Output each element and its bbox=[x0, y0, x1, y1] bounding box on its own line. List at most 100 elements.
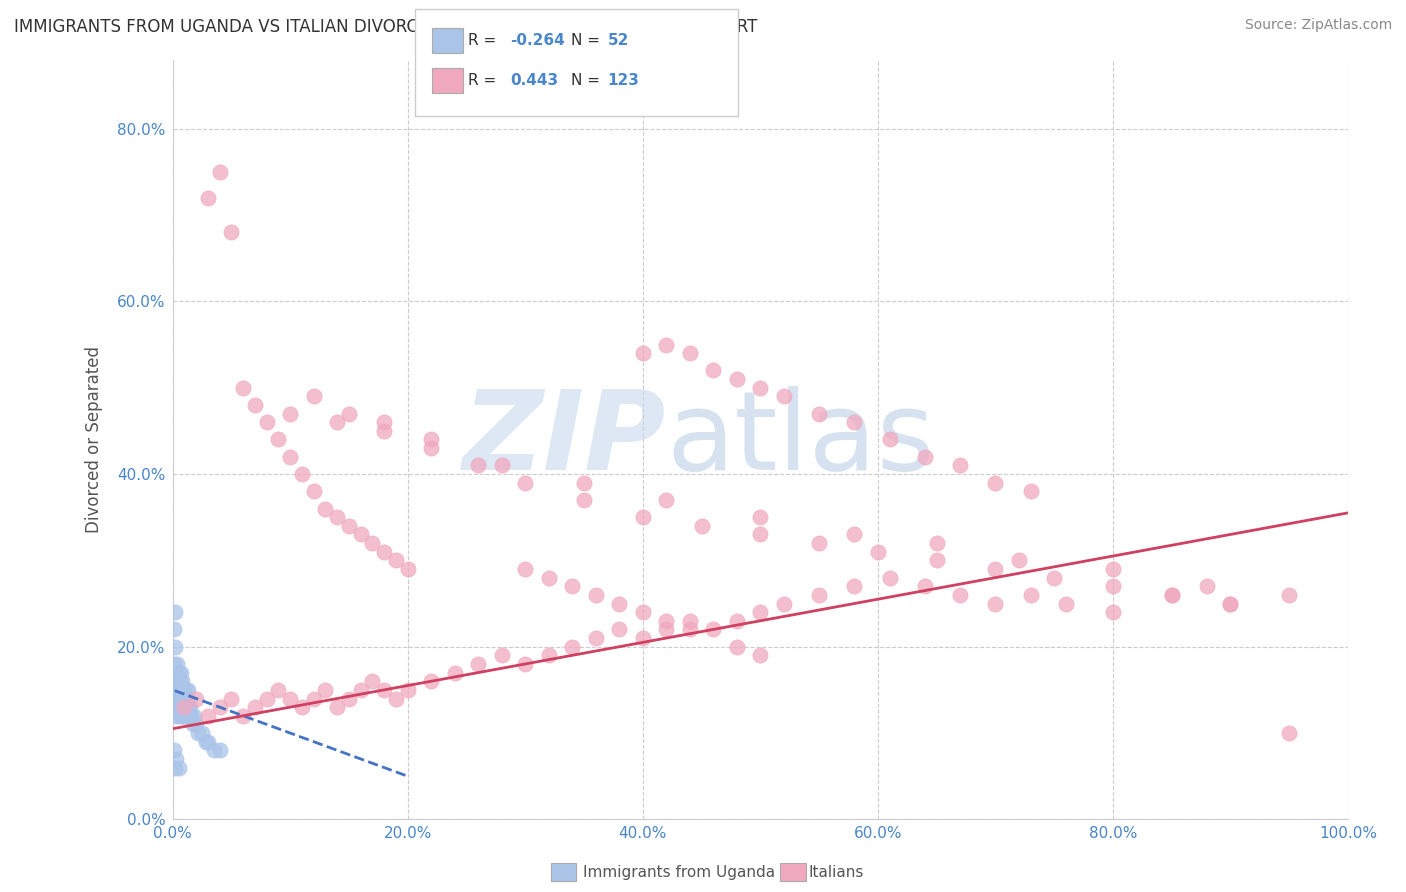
Point bbox=[808, 536, 831, 550]
Point bbox=[844, 415, 866, 429]
Point bbox=[163, 700, 186, 714]
Point bbox=[232, 708, 254, 723]
Point bbox=[749, 381, 772, 395]
Point bbox=[631, 605, 654, 619]
Point bbox=[350, 682, 373, 697]
Point bbox=[173, 708, 195, 723]
Point bbox=[163, 640, 186, 654]
Point bbox=[1160, 588, 1182, 602]
Point bbox=[232, 381, 254, 395]
Point bbox=[925, 553, 948, 567]
Point bbox=[537, 648, 560, 663]
Point bbox=[561, 579, 583, 593]
Point bbox=[491, 458, 513, 473]
Point bbox=[170, 708, 193, 723]
Point bbox=[163, 605, 186, 619]
Point bbox=[243, 700, 266, 714]
Point bbox=[180, 708, 202, 723]
Point bbox=[186, 717, 208, 731]
Point bbox=[749, 527, 772, 541]
Point bbox=[170, 700, 193, 714]
Text: Italians: Italians bbox=[808, 865, 863, 880]
Point bbox=[443, 665, 465, 680]
Point bbox=[679, 614, 702, 628]
Point bbox=[1278, 726, 1301, 740]
Point bbox=[537, 571, 560, 585]
Point bbox=[984, 597, 1007, 611]
Point bbox=[167, 665, 190, 680]
Point bbox=[314, 682, 336, 697]
Point bbox=[655, 614, 678, 628]
Point bbox=[844, 579, 866, 593]
Point bbox=[866, 545, 889, 559]
Point bbox=[163, 761, 186, 775]
Point bbox=[984, 475, 1007, 490]
Point bbox=[1195, 579, 1218, 593]
Point bbox=[172, 682, 194, 697]
Point bbox=[1102, 605, 1125, 619]
Point bbox=[186, 691, 208, 706]
Text: R =: R = bbox=[468, 33, 502, 47]
Point bbox=[169, 708, 191, 723]
Point bbox=[808, 588, 831, 602]
Point bbox=[373, 424, 395, 438]
Point bbox=[183, 708, 205, 723]
Point bbox=[1102, 579, 1125, 593]
Point bbox=[291, 700, 314, 714]
Point bbox=[256, 691, 278, 706]
Text: R =: R = bbox=[468, 73, 502, 87]
Point bbox=[208, 743, 231, 757]
Point bbox=[585, 631, 607, 645]
Point bbox=[167, 761, 190, 775]
Point bbox=[194, 734, 217, 748]
Point bbox=[361, 536, 384, 550]
Point bbox=[420, 433, 443, 447]
Point bbox=[197, 191, 219, 205]
Point bbox=[197, 734, 219, 748]
Point bbox=[949, 458, 972, 473]
Point bbox=[326, 415, 349, 429]
Point bbox=[1278, 588, 1301, 602]
Point bbox=[167, 682, 190, 697]
Point bbox=[170, 691, 193, 706]
Text: 123: 123 bbox=[607, 73, 640, 87]
Point bbox=[163, 743, 186, 757]
Point bbox=[177, 708, 200, 723]
Point bbox=[914, 450, 936, 464]
Point bbox=[267, 682, 290, 697]
Point bbox=[163, 623, 186, 637]
Point bbox=[167, 700, 190, 714]
Point bbox=[725, 614, 748, 628]
Point bbox=[420, 674, 443, 689]
Point bbox=[170, 682, 193, 697]
Point bbox=[162, 691, 184, 706]
Point bbox=[467, 458, 489, 473]
Point bbox=[1019, 484, 1042, 499]
Point bbox=[361, 674, 384, 689]
Point bbox=[749, 648, 772, 663]
Point bbox=[337, 518, 360, 533]
Point bbox=[396, 562, 419, 576]
Point bbox=[749, 605, 772, 619]
Point bbox=[879, 433, 901, 447]
Point bbox=[515, 475, 537, 490]
Point bbox=[515, 657, 537, 671]
Point bbox=[1019, 588, 1042, 602]
Point bbox=[165, 708, 187, 723]
Point bbox=[631, 631, 654, 645]
Point bbox=[170, 665, 193, 680]
Point bbox=[221, 225, 243, 239]
Text: N =: N = bbox=[571, 33, 605, 47]
Point bbox=[385, 553, 408, 567]
Point bbox=[337, 691, 360, 706]
Point bbox=[166, 691, 188, 706]
Point bbox=[679, 623, 702, 637]
Point bbox=[808, 407, 831, 421]
Point bbox=[172, 700, 194, 714]
Point bbox=[572, 492, 595, 507]
Point bbox=[278, 407, 301, 421]
Point bbox=[984, 562, 1007, 576]
Point bbox=[772, 389, 794, 403]
Point bbox=[256, 415, 278, 429]
Point bbox=[165, 752, 187, 766]
